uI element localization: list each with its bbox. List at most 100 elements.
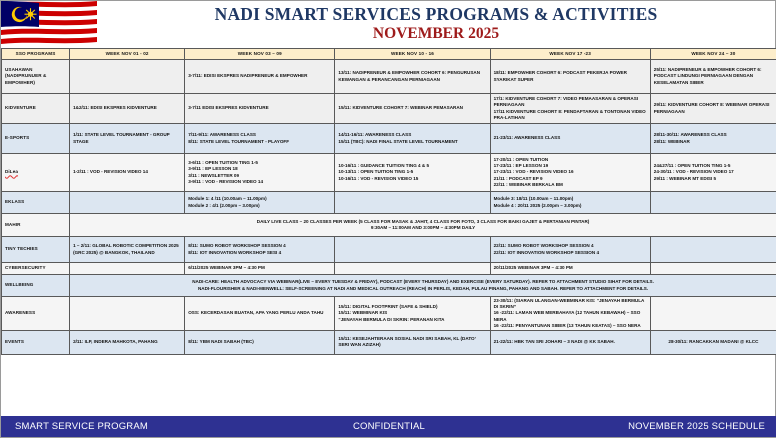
activity-line: 22/11 : WEBINAR BERKALA BM	[493, 181, 563, 187]
footer-right-label: NOVEMBER 2025 SCHEDULE	[628, 421, 765, 432]
activity-cell: 3-6/11 : OPEN TUITION TING 1-5 3-9/11 : E…	[184, 153, 336, 192]
activity-line: OSS: KECERDASAN BUATAN, APA YANG PERLU A…	[188, 310, 324, 316]
program-name-cell: CYBERSECURITY	[0, 262, 71, 275]
activity-cell: 3-7/11 EDISI EKSPRES KIDVENTURE	[184, 93, 336, 124]
activity-line: 16 -22/11: PENYANTUNAN SIBER (13 TAHUN K…	[493, 322, 641, 328]
activity-cell: 2/11: ILP, INDERA MAHKOTA, PAHANG	[69, 329, 186, 355]
activity-cell: 14/11-16/11: AWARENESS CLASS 15/11 (TBC):…	[334, 123, 491, 154]
activity-cell: 13/11: NADIPRENEUR & EMPOWHER COHORT 6: …	[334, 59, 491, 94]
activity-cell: 1/11: STATE LEVEL TOURNAMENT - GROUP STA…	[69, 123, 186, 154]
activity-line: Module 1: 4 /11 (10.00am – 11.00pm)	[188, 196, 267, 202]
activity-cell	[649, 236, 776, 263]
activity-line: 29/11 : WEBINAR MT EDISI 5	[653, 175, 717, 181]
table-row: EKLASS Module 1: 4 /11 (10.00am – 11.00pm…	[0, 191, 776, 214]
activity-line: 6/11/2025 WEBINAR 3PM – 4:30 PM	[188, 265, 265, 271]
activity-line: 28-30/11: RANCAKKAN MADANI @ KLCC	[668, 339, 759, 345]
activity-line: 22/11: SUMO ROBOT WORKSHOP SESSION 4	[493, 243, 594, 249]
activity-cell	[69, 59, 186, 94]
activity-cell	[69, 191, 186, 214]
activity-line: Module 4 : 20/11 2025 (2.00pm – 3.00pm)	[493, 202, 582, 208]
activity-line: 21/11 : PODCAST EP 9	[493, 175, 543, 181]
activity-line: 15/11: DIGITAL FOOTPRINT (SAFE & SHIELD)	[338, 304, 438, 310]
activity-cell: 17/1: KIDVENTURE COHORT 7: VIDEO PEMAASA…	[489, 93, 651, 124]
activity-cell: 10-16/11 : GUIDANCE TUITION TING 4 & 5 10…	[334, 153, 491, 192]
activity-line: 17-23/11 : VOD - REVISION VIDEO 16	[493, 169, 574, 175]
activity-cell	[69, 262, 186, 275]
page-title: NADI SMART SERVICES PROGRAMS & ACTIVITIE…	[214, 4, 658, 25]
activity-line: 17/1: KIDVENTURE COHORT 7: VIDEO PEMAASA…	[493, 96, 639, 108]
activity-line: 24-30/11 : VOD - REVISION VIDEO 17	[653, 169, 734, 175]
table-row: WELLBEING NADI-CARE: HEALTH ADVOCACY VIA …	[0, 274, 776, 297]
activity-line: 1 – 2/11: GLOBAL ROBOTIC COMPETITION 202…	[73, 243, 179, 255]
activity-line: 8/11: SUMO ROBOT WORKSHOP SESSION 4	[188, 243, 286, 249]
activity-line: 22/11: IOT INNOVATION WORKSHOP SESSION 4	[493, 249, 600, 255]
activity-cell: 20/11/2025 WEBINAR 3PM – 4:30 PM	[489, 262, 651, 275]
merged-activity-cell: NADI-CARE: HEALTH ADVOCACY VIA WEBINAR(L…	[69, 274, 776, 297]
activity-line: 15/11 (TBC): NADI FINAL STATE LEVEL TOUR…	[338, 138, 458, 144]
activity-line: 23-30/11: (SIARAN ULANGAN-WEBMINAR KIS: …	[493, 298, 645, 310]
activity-line: NADI-CARE: HEALTH ADVOCACY VIA WEBINAR(L…	[192, 279, 654, 285]
page-subtitle: NOVEMBER 2025	[372, 25, 500, 43]
activity-line: Module 3: 18/11 (10.00am – 11.00pm)	[493, 196, 574, 202]
activity-line: 3-6/11 : OPEN TUITION TING 1-5	[188, 160, 258, 166]
activity-line: 8/11: IOT INNOVATION WORKSHOP SESI 4	[188, 249, 282, 255]
activity-cell	[69, 296, 186, 331]
activity-line: 3/11 : NEWSLETTER 09	[188, 172, 240, 178]
activity-line: 1&2/11: EDISI EKSPRES KIDVENTURE	[73, 105, 157, 111]
program-name-cell: WELLBEING	[0, 274, 71, 297]
activity-cell: 28-30/11: RANCAKKAN MADANI @ KLCC	[649, 329, 776, 355]
page-footer: SMART SERVICE PROGRAM CONFIDENTIAL NOVEM…	[1, 416, 776, 437]
schedule-table: SSO PROGRAMS WEEK NOV 01 - 02 WEEK NOV 0…	[0, 48, 776, 355]
column-header-week-2: WEEK NOV 03 – 09	[184, 48, 336, 60]
table-row: USAHAWAN (NADIPRUNUER & EMPOWHER) 3-7/11:…	[0, 59, 776, 94]
program-name-cell: AWARENESS	[0, 296, 71, 331]
table-row: KIDVENTURE 1&2/11: EDISI EKSPRES KIDVENTU…	[0, 93, 776, 124]
program-name-cell: DiLea	[0, 153, 71, 192]
column-header-week-4: WEEK NOV 17 -23	[489, 48, 651, 60]
table-row: AWARENESS OSS: KECERDASAN BUATAN, APA YAN…	[0, 296, 776, 331]
column-header-week-1: WEEK NOV 01 - 02	[69, 48, 186, 60]
activity-line: “JENAYAH BERMULA DI SKRIN: PERANAN KITA	[338, 316, 445, 322]
activity-cell: OSS: KECERDASAN BUATAN, APA YANG PERLU A…	[184, 296, 336, 331]
activity-line: 9:30AM – 11:00AM AND 3:00PM – 4:30PM DAI…	[370, 225, 476, 230]
schedule-table-body: USAHAWAN (NADIPRUNUER & EMPOWHER) 3-7/11:…	[0, 59, 776, 355]
merged-activity-cell: DAILY LIVE CLASS – 20 CLASSES PER WEEK (…	[69, 213, 776, 237]
activity-line: DAILY LIVE CLASS – 20 CLASSES PER WEEK (…	[256, 218, 590, 224]
activity-line: 15/11: WEBMINAR KIS	[338, 310, 388, 316]
activity-line: 17/11 KIDVENTURE COHORT 8: PENDAFTARAN &…	[493, 108, 646, 120]
activity-cell: 6/11/2025 WEBINAR 3PM – 4:30 PM	[184, 262, 336, 275]
table-row: E-SPORTS 1/11: STATE LEVEL TOURNAMENT - G…	[0, 123, 776, 154]
table-row: MAHIR DAILY LIVE CLASS – 20 CLASSES PER W…	[0, 213, 776, 237]
activity-cell: 15/11: KESEJAHTERAAN SOSIAL NADI SRI SAB…	[334, 329, 491, 355]
program-name-cell: USAHAWAN (NADIPRUNUER & EMPOWHER)	[0, 59, 71, 94]
activity-line: 29/11: KIDVENTURE COHORT 8: WEBINAR OPER…	[653, 102, 770, 114]
activity-line: 21-22/11: HBK TAN SRI JOHARI – 3 NADI @ …	[493, 339, 615, 345]
activity-line: 25/11: NADIPRENEUR & EMPOWHER COHORT 6: …	[653, 67, 762, 85]
table-row: DiLea 1-2/11 : VOD - REVISION VIDEO 14 3-6…	[0, 153, 776, 192]
activity-line: 14/11-16/11: AWARENESS CLASS	[338, 132, 412, 138]
activity-line: 8/11: YBM NADI SABAH (TBC)	[188, 339, 254, 345]
column-header-sso-programs: SSO PROGRAMS	[0, 48, 71, 60]
activity-cell	[334, 262, 491, 275]
activity-cell: 1-2/11 : VOD - REVISION VIDEO 14	[69, 153, 186, 192]
program-name-cell: EKLASS	[0, 191, 71, 214]
column-header-week-5: WEEK NOV 24 – 30	[649, 48, 776, 60]
activity-line: 1/11: STATE LEVEL TOURNAMENT - GROUP STA…	[73, 132, 170, 144]
activity-cell: 7/11-9/11: AWARENESS CLASS 8/11: STATE LE…	[184, 123, 336, 154]
activity-cell: 29/11: KIDVENTURE COHORT 8: WEBINAR OPER…	[649, 93, 776, 124]
activity-cell: 21-22/11: HBK TAN SRI JOHARI – 3 NADI @ …	[489, 329, 651, 355]
activity-line: 18/11: EMPOWHER COHORT 6: PODCAST PEKERJ…	[493, 70, 627, 82]
activity-cell	[649, 262, 776, 275]
activity-cell	[334, 191, 491, 214]
activity-line: NADI-FLOURISHER & NADI-MENWELL: SELF-SCR…	[197, 285, 649, 291]
activity-cell: 1&2/11: EDISI EKSPRES KIDVENTURE	[69, 93, 186, 124]
activity-cell: 15/11: KIDVENTURE COHORT 7: WEBINAR PEMA…	[334, 93, 491, 124]
activity-line: 20/11/2025 WEBINAR 3PM – 4:30 PM	[493, 265, 573, 271]
program-name-cell: E-SPORTS	[0, 123, 71, 154]
table-row: CYBERSECURITY 6/11/2025 WEBINAR 3PM – 4:3…	[0, 262, 776, 275]
activity-line: 28/11: WEBINAR	[653, 138, 690, 144]
activity-cell: 18/11: EMPOWHER COHORT 6: PODCAST PEKERJ…	[489, 59, 651, 94]
program-name-cell: KIDVENTURE	[0, 93, 71, 124]
activity-cell: 25/11: NADIPRENEUR & EMPOWHER COHORT 6: …	[649, 59, 776, 94]
title-block: NADI SMART SERVICES PROGRAMS & ACTIVITIE…	[97, 1, 775, 48]
